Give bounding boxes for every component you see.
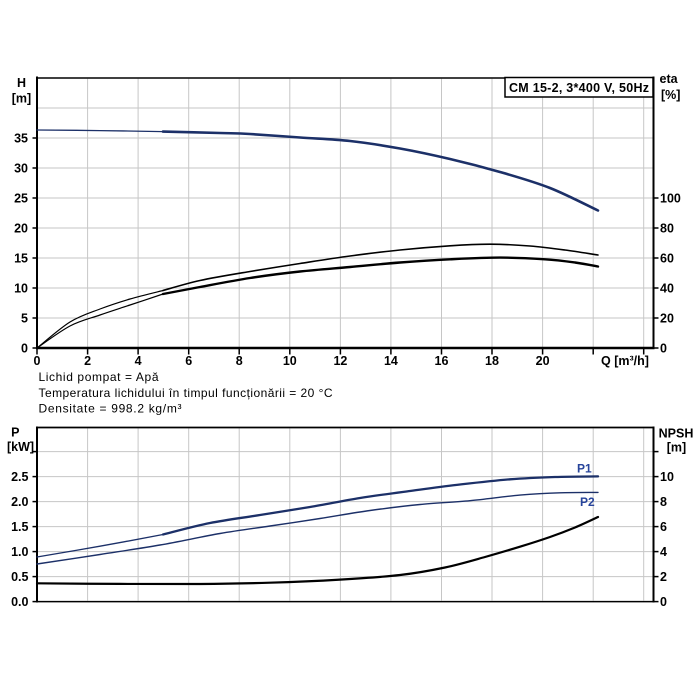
svg-text:25: 25 (14, 191, 28, 205)
svg-text:NPSH: NPSH (659, 427, 694, 441)
svg-text:5: 5 (21, 311, 28, 325)
svg-text:8: 8 (236, 354, 243, 368)
svg-text:0: 0 (21, 341, 28, 355)
svg-text:P: P (11, 425, 19, 439)
svg-text:[m]: [m] (667, 441, 686, 455)
svg-text:8: 8 (660, 495, 667, 509)
svg-text:2: 2 (84, 354, 91, 368)
svg-text:20: 20 (536, 354, 550, 368)
svg-text:10: 10 (660, 470, 674, 484)
svg-text:40: 40 (660, 281, 674, 295)
svg-text:0.5: 0.5 (11, 570, 28, 584)
svg-text:0: 0 (660, 595, 667, 609)
svg-text:35: 35 (14, 131, 28, 145)
svg-text:12: 12 (333, 354, 347, 368)
svg-text:1.0: 1.0 (11, 545, 28, 559)
svg-text:20: 20 (14, 221, 28, 235)
svg-text:P1: P1 (577, 462, 592, 476)
svg-text:20: 20 (660, 311, 674, 325)
svg-text:Densitate = 998.2 kg/m³: Densitate = 998.2 kg/m³ (39, 402, 182, 416)
svg-text:10: 10 (283, 354, 297, 368)
svg-text:80: 80 (660, 221, 674, 235)
svg-text:6: 6 (660, 520, 667, 534)
svg-text:100: 100 (660, 191, 681, 205)
svg-text:4: 4 (660, 545, 667, 559)
svg-text:Lichid pompat = Apă: Lichid pompat = Apă (39, 370, 159, 384)
svg-text:60: 60 (660, 251, 674, 265)
svg-text:15: 15 (14, 251, 28, 265)
svg-text:0.0: 0.0 (11, 595, 28, 609)
svg-text:16: 16 (435, 354, 449, 368)
svg-text:P2: P2 (580, 495, 595, 509)
svg-text:[m]: [m] (12, 92, 31, 106)
svg-text:18: 18 (485, 354, 499, 368)
svg-text:2.5: 2.5 (11, 470, 28, 484)
svg-text:[%]: [%] (661, 88, 680, 102)
svg-text:2.0: 2.0 (11, 495, 28, 509)
svg-text:Q [m³/h]: Q [m³/h] (601, 354, 649, 368)
svg-text:4: 4 (135, 354, 142, 368)
svg-text:14: 14 (384, 354, 398, 368)
svg-text:1.5: 1.5 (11, 520, 28, 534)
svg-text:[kW]: [kW] (7, 440, 34, 454)
svg-text:CM 15-2, 3*400 V, 50Hz: CM 15-2, 3*400 V, 50Hz (509, 81, 649, 95)
svg-text:6: 6 (185, 354, 192, 368)
svg-text:2: 2 (660, 570, 667, 584)
svg-text:0: 0 (34, 354, 41, 368)
svg-text:eta: eta (660, 72, 679, 86)
svg-text:10: 10 (14, 281, 28, 295)
svg-text:H: H (17, 76, 26, 90)
svg-text:30: 30 (14, 161, 28, 175)
svg-text:0: 0 (660, 341, 667, 355)
svg-text:Temperatura lichidului în timp: Temperatura lichidului în timpul funcțio… (39, 386, 333, 400)
